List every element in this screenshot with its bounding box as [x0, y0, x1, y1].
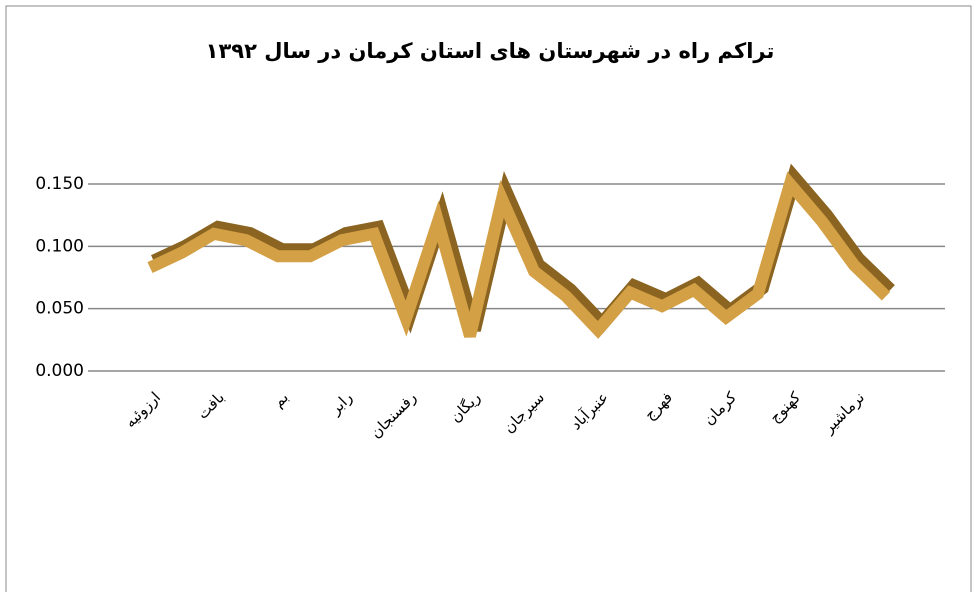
y-tick-label: 0.000	[35, 361, 84, 381]
chart-title: تراکم راه در شهرستان های استان کرمان در …	[206, 39, 775, 63]
y-tick-label: 0.050	[35, 299, 84, 319]
y-tick-label: 0.100	[35, 236, 84, 256]
y-tick-label: 0.150	[35, 174, 84, 194]
series-line	[147, 171, 891, 339]
chart-border	[5, 5, 972, 592]
